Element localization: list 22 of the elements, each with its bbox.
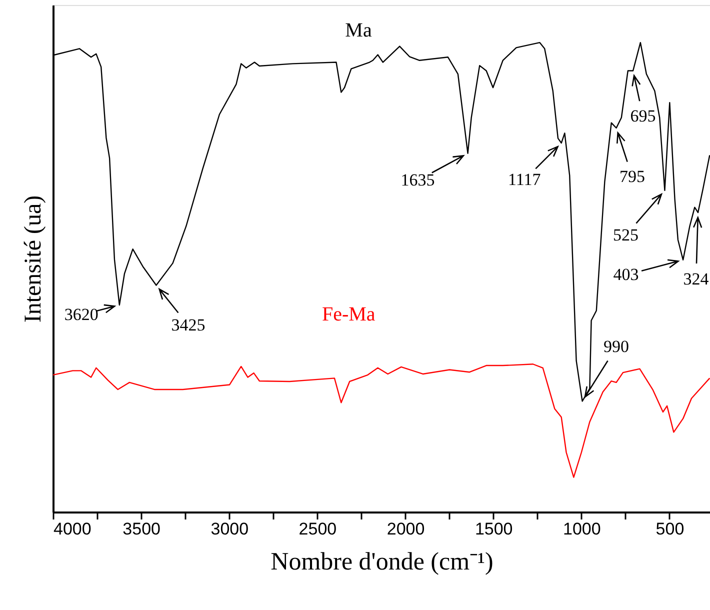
annotation: 795: [620, 166, 646, 186]
text: Fe-Ma: [322, 303, 376, 326]
annotation: 990: [604, 337, 630, 356]
x-tick-label: 3500: [122, 520, 160, 538]
annotation: 525: [612, 225, 638, 244]
annotation: 1635: [400, 170, 435, 190]
annotation: 1117: [508, 170, 542, 190]
x-tick-label: 3000: [210, 520, 249, 538]
annotation: 403: [613, 264, 639, 284]
x-axis-title: Nombre d'onde (cm⁻¹): [270, 548, 494, 576]
x-tick-label: 500: [656, 520, 684, 538]
annotation: 324: [683, 269, 710, 288]
x-tick-label: 2500: [298, 520, 337, 538]
annotation: 3620: [64, 304, 98, 324]
series-label: Ma: [345, 19, 372, 42]
x-tick-label: 4000: [54, 520, 92, 538]
annotation: 3425: [171, 315, 206, 334]
x-tick-label: 2000: [386, 520, 425, 538]
y-axis-title: Intensité (ua): [20, 195, 46, 323]
annotation: 695: [630, 106, 656, 126]
x-tick-label: 1500: [474, 520, 513, 538]
x-tick-label: 1000: [563, 520, 601, 538]
